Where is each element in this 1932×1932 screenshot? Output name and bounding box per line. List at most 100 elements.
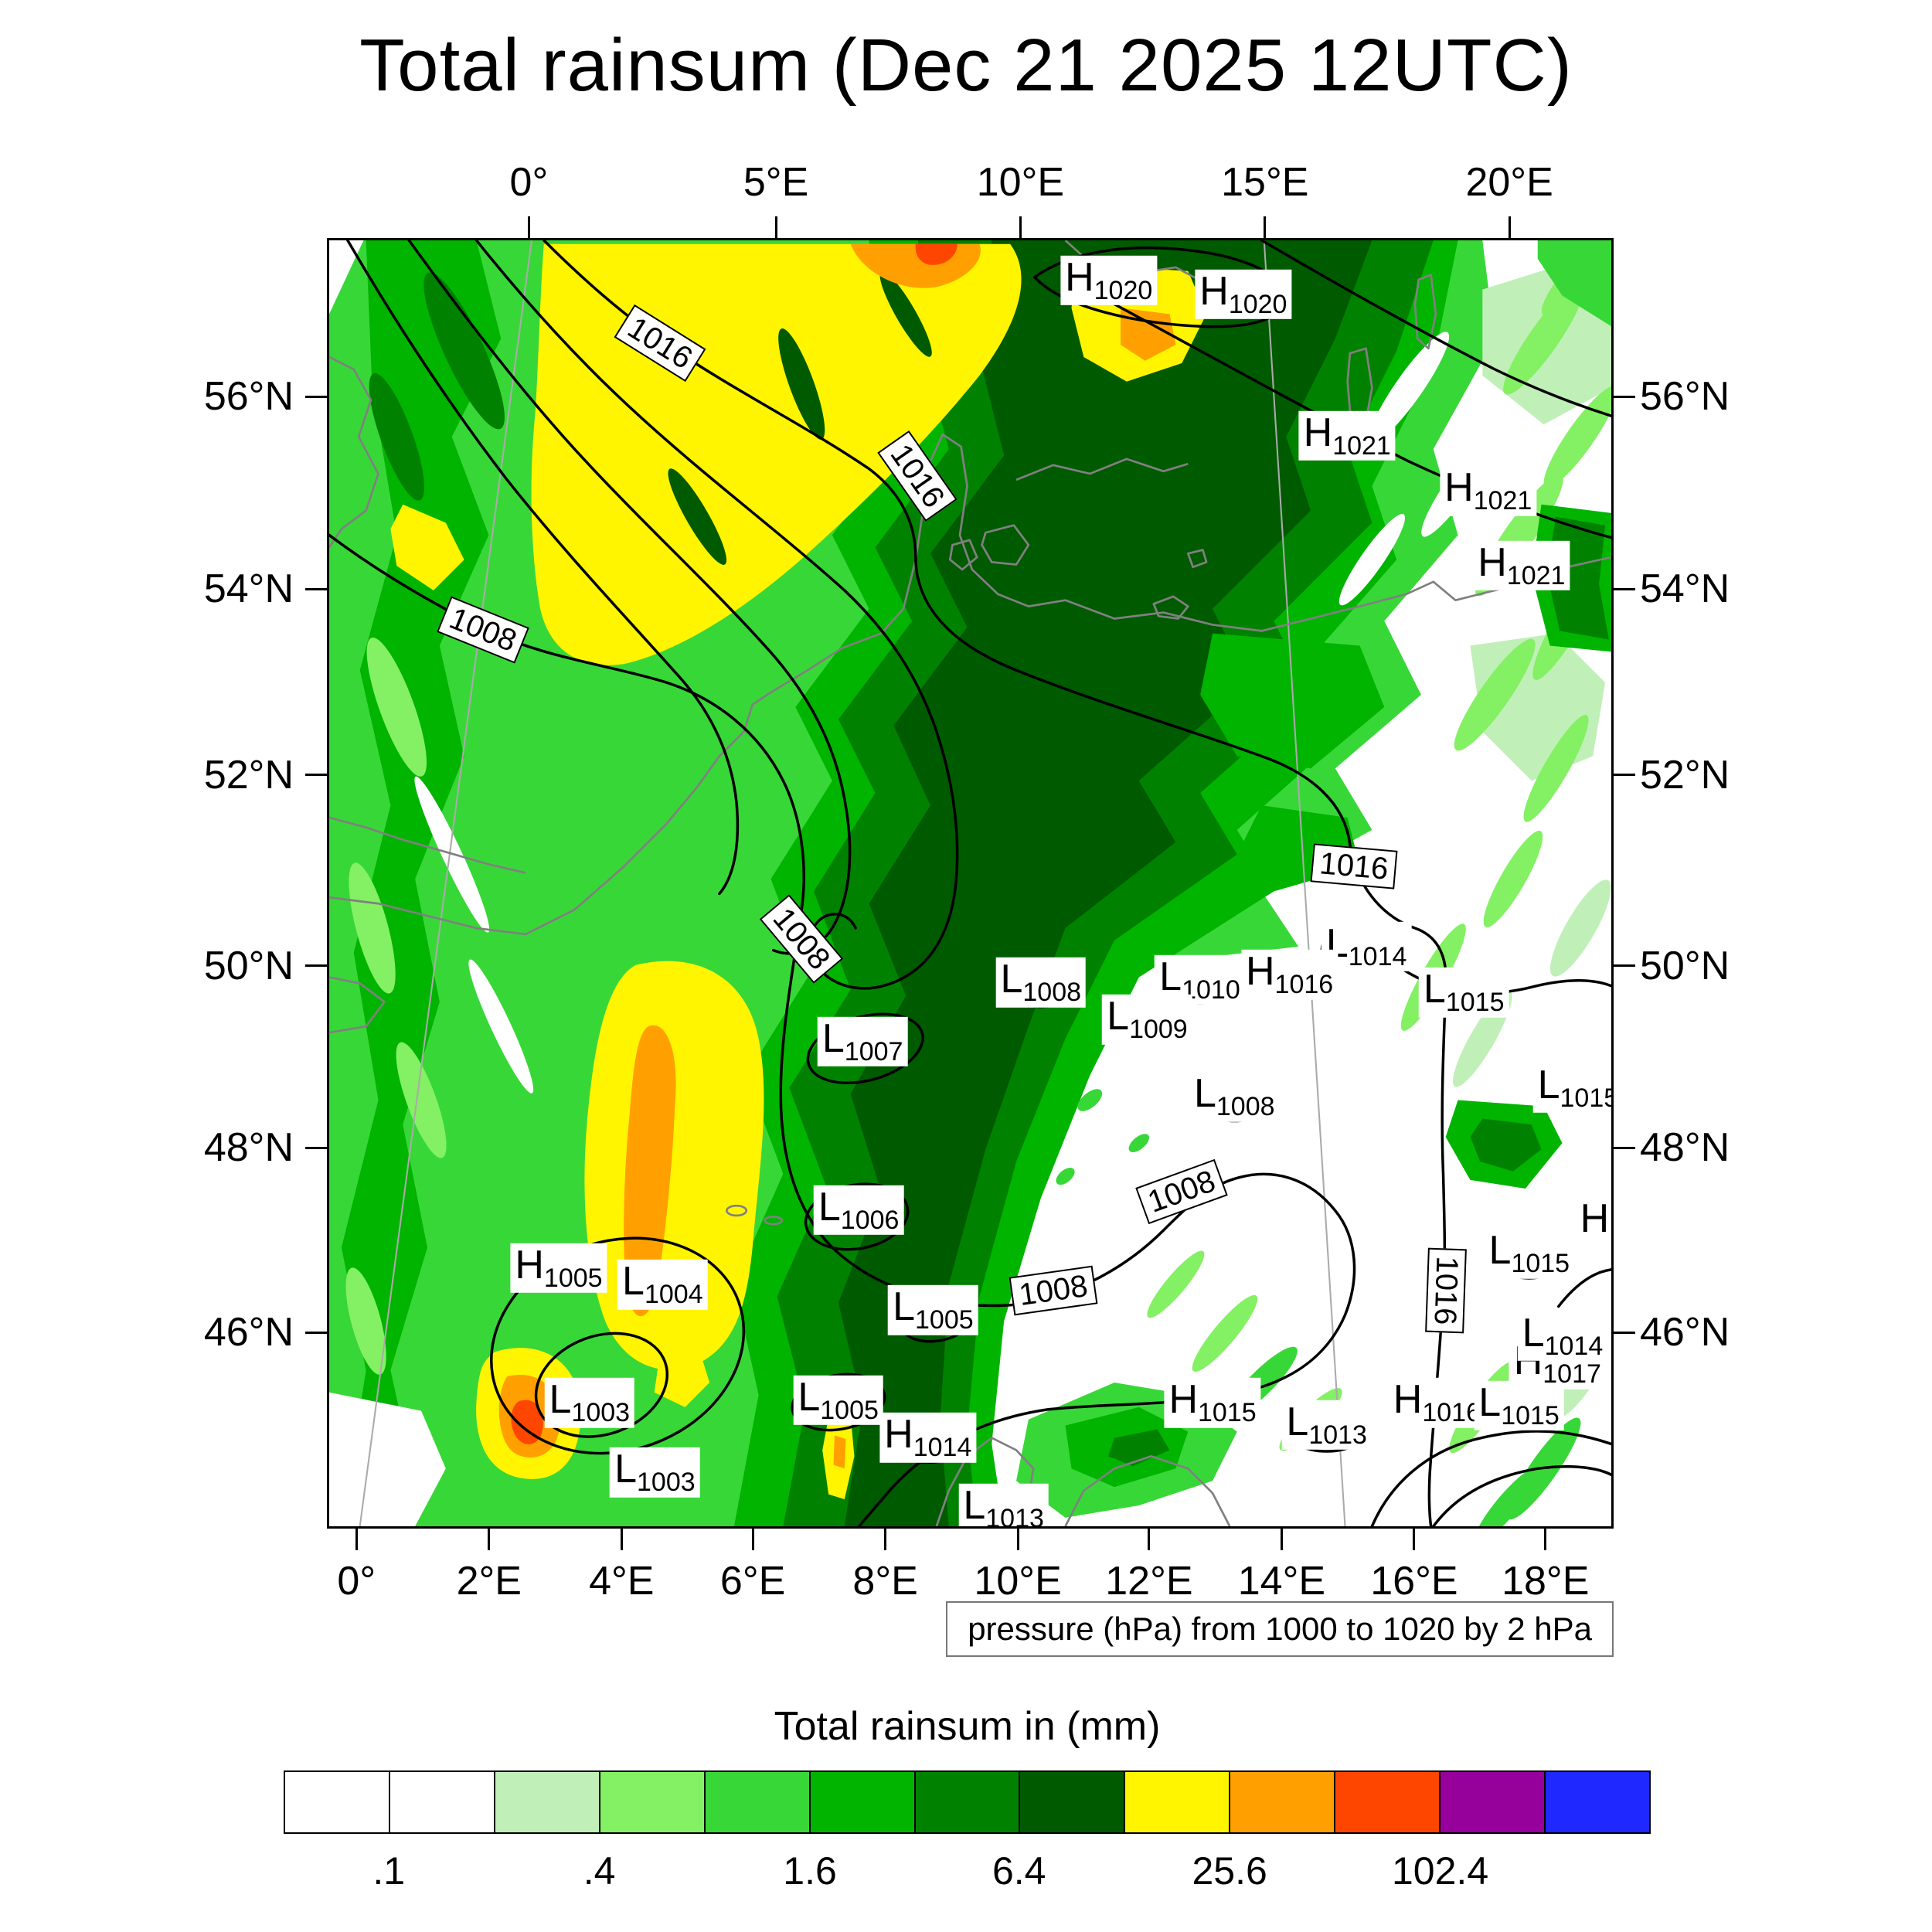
pressure-center-letter: H [884, 1411, 913, 1457]
map-label-layer: 1016 1016 1008 1008 1016 1008 1008 1016 H1020 H10… [329, 240, 1611, 1526]
pressure-center-low: L1005 [793, 1374, 883, 1426]
pressure-center-value: 1021 [1332, 431, 1391, 461]
pressure-center-high: H [1575, 1197, 1611, 1241]
pressure-center-value: 1015 [1445, 988, 1505, 1018]
colorbar-title: Total rainsum in (mm) [774, 1704, 1161, 1749]
pressure-center-value: 1015 [1198, 1398, 1257, 1428]
pressure-center-low: L1015 [1532, 1062, 1611, 1113]
pressure-center-letter: H [515, 1242, 544, 1287]
colorbar-segment [600, 1772, 706, 1832]
pressure-center-value: 1004 [644, 1280, 703, 1310]
colorbar-segment [1020, 1772, 1126, 1832]
axis-left-label: 50°N [203, 943, 294, 988]
axis-tick-mark [527, 216, 530, 238]
pressure-center-high: H1020 [1195, 269, 1292, 320]
pressure-center-letter: H [1168, 1377, 1199, 1423]
axis-right-label: 54°N [1640, 566, 1730, 612]
axis-tick-mark [488, 1529, 491, 1550]
axis-top-label: 10°E [976, 160, 1065, 205]
axis-bottom-label: 4°E [589, 1559, 655, 1604]
pressure-center-value: 1007 [844, 1036, 903, 1066]
isobar-value-label: 1016 [877, 430, 958, 522]
axis-tick-mark [305, 1146, 327, 1149]
pressure-center-letter: L [1107, 994, 1130, 1039]
pressure-center-value: 1006 [840, 1205, 900, 1235]
axis-right-label: 46°N [1640, 1310, 1730, 1355]
colorbar-segment [285, 1772, 390, 1832]
isobar-value-label: 1016 [1425, 1248, 1467, 1334]
pressure-center-letter: L [821, 1015, 845, 1061]
axis-tick-mark [1016, 1529, 1019, 1550]
pressure-center-letter: L [798, 1374, 821, 1420]
colorbar-tick-label: .4 [583, 1849, 616, 1893]
isobar-value-label: 1016 [1310, 843, 1397, 890]
colorbar-segment [1546, 1772, 1649, 1832]
pressure-center-value: 1003 [571, 1398, 631, 1428]
axis-tick-mark [1614, 395, 1635, 398]
pressure-note-text: pressure (hPa) from 1000 to 1020 by 2 hP… [968, 1611, 1592, 1647]
pressure-center-value: 1016 [1274, 970, 1334, 1000]
pressure-center-high: H1021 [1473, 540, 1570, 591]
pressure-center-value: 1014 [1544, 1331, 1604, 1361]
pressure-center-high: H1014 [879, 1411, 977, 1463]
pressure-center-letter: H [1444, 465, 1474, 511]
colorbar-segment [495, 1772, 600, 1832]
axis-left-label: 54°N [203, 566, 294, 612]
isobar-value-label: 1008 [437, 596, 529, 664]
pressure-center-low: L1007 [817, 1015, 908, 1066]
pressure-center-letter: L [1478, 1379, 1502, 1425]
pressure-center-letter: L [549, 1377, 572, 1423]
axis-tick-mark [305, 395, 327, 398]
axis-left-label: 52°N [203, 752, 294, 798]
pressure-center-letter: H [1303, 410, 1333, 455]
pressure-center-value: 1014 [1348, 941, 1407, 971]
pressure-center-letter: L [1537, 1062, 1560, 1107]
axis-bottom-label: 14°E [1237, 1559, 1326, 1604]
pressure-center-low: L1013 [1281, 1399, 1372, 1450]
pressure-center-value: 1013 [985, 1503, 1044, 1529]
pressure-center-low: L1015 [1484, 1228, 1575, 1279]
pressure-center-value: 1014 [913, 1433, 972, 1463]
pressure-center-low: L1015 [1418, 968, 1509, 1018]
pressure-center-high: H1016 [1240, 949, 1338, 1000]
axis-tick-mark [305, 774, 327, 777]
pressure-center-value: 1021 [1473, 486, 1532, 516]
colorbar-segment [915, 1772, 1021, 1832]
isobar-value-label: 1008 [1135, 1159, 1228, 1225]
axis-left-label: 56°N [203, 374, 294, 420]
pressure-center-high: H1020 [1060, 255, 1158, 305]
pressure-center-high: H1016 [1388, 1378, 1485, 1428]
pressure-center-value: 1005 [915, 1305, 974, 1335]
isobar-value-label: 1016 [614, 304, 706, 383]
pressure-center-low: L1014 [1517, 1311, 1608, 1361]
axis-top-label: 15°E [1221, 160, 1309, 205]
pressure-center-low: L1006 [813, 1185, 904, 1235]
isobar-value-label: 1008 [759, 893, 843, 984]
pressure-center-letter: L [1193, 1071, 1216, 1117]
colorbar-segment [389, 1772, 495, 1832]
pressure-center-letter: L [1000, 956, 1023, 1002]
colorbar [284, 1770, 1651, 1834]
pressure-center-letter: L [963, 1482, 986, 1528]
pressure-center-value: 1005 [543, 1263, 603, 1293]
colorbar-tick-label: 6.4 [992, 1849, 1046, 1893]
isobar-value-label: 1008 [1009, 1266, 1098, 1316]
axis-top-label: 0° [509, 160, 549, 205]
colorbar-segment [1230, 1772, 1336, 1832]
colorbar-segment [810, 1772, 916, 1832]
axis-tick-mark [884, 1529, 887, 1550]
pressure-center-letter: L [1286, 1399, 1309, 1444]
axis-bottom-label: 6°E [719, 1559, 786, 1604]
axis-tick-mark [1614, 964, 1635, 968]
pressure-center-letter: L [1488, 1228, 1512, 1274]
plot-title: Total rainsum (Dec 21 2025 12UTC) [359, 24, 1573, 107]
axis-tick-mark [1019, 216, 1022, 238]
axis-tick-mark [751, 1529, 754, 1550]
axis-tick-mark [1148, 1529, 1151, 1550]
map-svg [329, 240, 1611, 1526]
pressure-center-value: 1021 [1506, 561, 1566, 591]
axis-tick-mark [1614, 1146, 1635, 1149]
pressure-center-low: L1003 [610, 1447, 700, 1498]
axis-right-label: 52°N [1640, 752, 1730, 798]
axis-bottom-label: 18°E [1502, 1559, 1590, 1604]
